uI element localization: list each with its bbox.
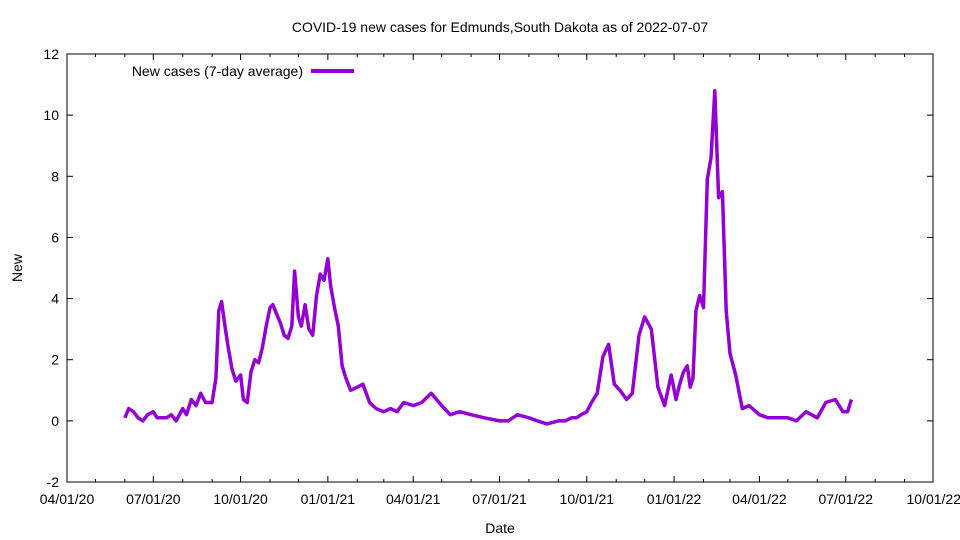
series-layer bbox=[123, 88, 854, 426]
y-tick-label: 10 bbox=[43, 107, 59, 123]
legend: New cases (7-day average) bbox=[132, 63, 354, 79]
chart-title: COVID-19 new cases for Edmunds,South Dak… bbox=[292, 19, 709, 35]
y-tick-label: -2 bbox=[47, 474, 60, 490]
y-tick-label: 2 bbox=[51, 352, 59, 368]
y-tick-label: 12 bbox=[43, 46, 59, 62]
x-axis-label: Date bbox=[485, 520, 515, 536]
y-tick-label: 8 bbox=[51, 168, 59, 184]
x-tick-label: 01/01/21 bbox=[301, 491, 356, 507]
x-tick-label: 01/01/22 bbox=[647, 491, 702, 507]
legend-label: New cases (7-day average) bbox=[132, 63, 303, 79]
series-line-0 bbox=[123, 88, 854, 426]
x-tick-label: 10/01/20 bbox=[213, 491, 268, 507]
x-tick-label: 07/01/21 bbox=[472, 491, 527, 507]
axes: -2 0 2 4 6 8 10 12 04/01/20 07/01/20 10/01/20 01/01… bbox=[40, 46, 960, 507]
y-axis-label: New bbox=[9, 253, 25, 282]
x-tick-label: 07/01/22 bbox=[818, 491, 873, 507]
x-tick-label: 10/01/21 bbox=[560, 491, 615, 507]
y-tick-label: 0 bbox=[51, 413, 59, 429]
x-tick-label: 10/01/22 bbox=[907, 491, 960, 507]
x-tick-label: 04/01/20 bbox=[40, 491, 95, 507]
plot-frame bbox=[66, 53, 934, 483]
x-tick-label: 04/01/21 bbox=[386, 491, 441, 507]
x-tick-label: 07/01/20 bbox=[126, 491, 181, 507]
y-tick-label: 6 bbox=[51, 229, 59, 245]
x-tick-label: 04/01/22 bbox=[732, 491, 787, 507]
y-tick-label: 4 bbox=[51, 291, 59, 307]
